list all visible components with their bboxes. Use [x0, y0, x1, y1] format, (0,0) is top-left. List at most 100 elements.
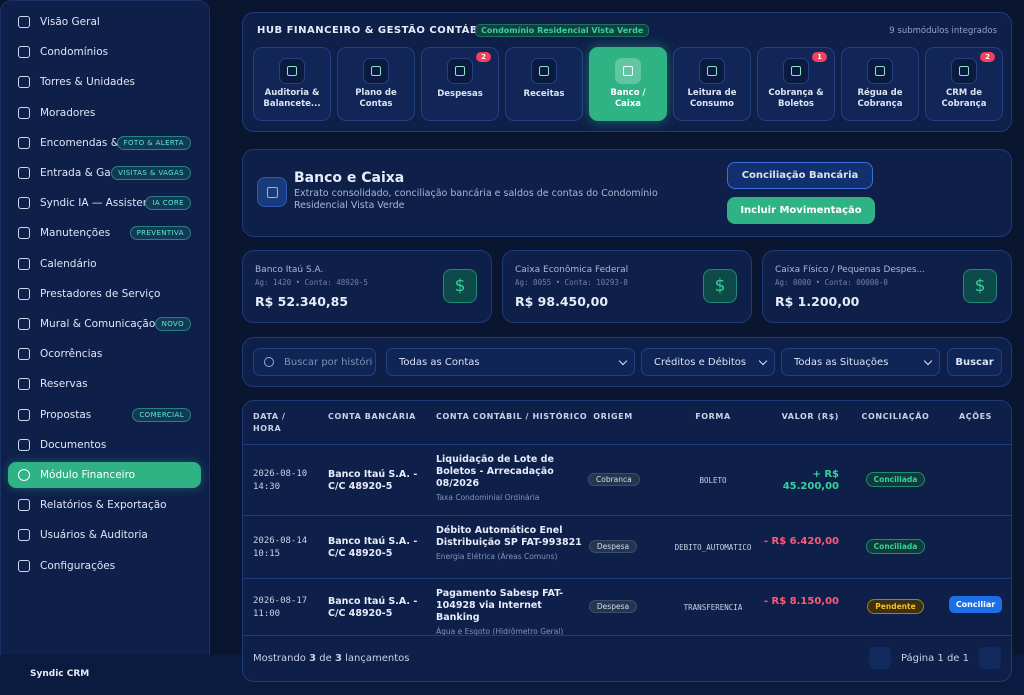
nav-icon: [18, 408, 30, 421]
search-button[interactable]: Buscar: [947, 348, 1002, 376]
module-label: Cobrança & Boletos: [768, 88, 824, 109]
icon-glyph: [455, 66, 465, 76]
nav-icon: [18, 469, 30, 481]
nav-icon: [18, 318, 30, 330]
module-tab[interactable]: Plano de Contas: [337, 47, 415, 121]
nav-item[interactable]: Documentos: [8, 432, 201, 458]
row-origin: Cobranca: [588, 472, 640, 486]
nav-icon: [18, 499, 30, 512]
row-account: Banco Itaú S.A. - C/C 48920-5: [328, 468, 418, 492]
page-header: Banco e Caixa Extrato consolidado, concil…: [242, 149, 1012, 237]
table-row: 2026-08-10 14:30 Banco Itaú S.A. - C/C 48…: [243, 444, 1011, 515]
nav-item[interactable]: Condomínios: [8, 39, 201, 65]
nav-item[interactable]: Visão Geral: [8, 9, 201, 35]
status-cell: Conciliada: [848, 538, 943, 554]
row-date: 2026-08-14 10:15: [253, 535, 308, 559]
nav-item[interactable]: Mural & Comunicação NOVO: [8, 311, 201, 337]
page-description: Extrato consolidado, conciliação bancári…: [294, 188, 658, 211]
filter-select[interactable]: Todas as Situações: [781, 348, 940, 376]
module-tab[interactable]: Banco / Caixa: [589, 47, 667, 121]
next-page[interactable]: [979, 647, 1001, 669]
nav-item[interactable]: Prestadores de Serviço: [8, 281, 201, 307]
nav-item[interactable]: Manutenções PREVENTIVA: [8, 220, 201, 246]
nav-item[interactable]: Propostas COMERCIAL: [8, 402, 201, 428]
nav-item[interactable]: Encomendas &... FOTO & ALERTA: [8, 130, 201, 156]
nav-item[interactable]: Reservas: [8, 371, 201, 397]
nav-icon: [18, 287, 30, 300]
filter-select[interactable]: Todas as Contas: [386, 348, 635, 376]
nav-badge: NOVO: [154, 317, 191, 331]
module-tab[interactable]: Cobrança & Boletos 1: [757, 47, 835, 121]
column-header: ORIGEM: [593, 412, 633, 421]
module-tab[interactable]: Régua de Cobrança: [841, 47, 919, 121]
nav-badge: FOTO & ALERTA: [116, 135, 191, 150]
module-tab[interactable]: CRM de Cobrança 2: [925, 47, 1003, 121]
module-tab[interactable]: Leitura de Consumo: [673, 47, 751, 121]
row-history: Débito Automático Enel Distribuição SP F…: [436, 525, 586, 563]
row-method: TRANSFERENCIA: [683, 602, 743, 612]
module-icon: [447, 58, 473, 84]
row-origin: Despesa: [588, 539, 638, 553]
add-entry-button[interactable]: Incluir Movimentação: [727, 197, 875, 224]
account-balance: R$ 52.340,85: [255, 294, 349, 309]
hub-tag: Condomínio Residencial Vista Verde: [475, 24, 650, 37]
nav-item[interactable]: Syndic IA — Assistente IA CORE: [8, 190, 201, 216]
prev-page[interactable]: [868, 647, 891, 669]
account-meta: Ag: 0000 • Conta: 00000-0: [775, 278, 888, 287]
nav-label: Configurações: [40, 559, 116, 572]
nav-icon: [18, 559, 30, 572]
row-history: Pagamento Sabesp FAT-104928 via Internet…: [436, 588, 586, 638]
column-header: CONTA BANCÁRIA: [328, 412, 416, 421]
row-date: 2026-08-10 14:30: [253, 468, 308, 492]
table-footer: Mostrando 3 de 3 lançamentos Página 1 de …: [243, 635, 1011, 681]
filter-bar: Buscar por históri Todas as Contas Crédito…: [242, 337, 1012, 387]
reconcile-button[interactable]: Conciliação Bancária: [727, 162, 873, 189]
search-input[interactable]: Buscar por históri: [253, 348, 376, 376]
nav-label: Moradores: [40, 106, 96, 119]
nav-item[interactable]: Torres & Unidades: [8, 69, 201, 95]
icon-glyph: [623, 66, 633, 76]
module-tab[interactable]: Despesas 2: [421, 47, 499, 121]
table-row: 2026-08-17 11:00 Banco Itaú S.A. - C/C 48…: [243, 578, 1011, 638]
nav-item[interactable]: Usuários & Auditoria: [8, 522, 201, 548]
table-row: 2026-08-14 10:15 Banco Itaú S.A. - C/C 48…: [243, 515, 1011, 578]
nav-item[interactable]: Moradores: [8, 100, 201, 126]
hub-count: 9 submódulos integrados: [889, 26, 997, 36]
row-value: - R$ 6.420,00: [763, 535, 839, 547]
nav-icon: [18, 529, 30, 542]
select-caret: [923, 356, 933, 366]
result-count: Mostrando 3 de 3 lançamentos: [253, 653, 409, 664]
row-value: + R$ 45.200,00: [782, 468, 839, 492]
row-status: Pendente: [867, 598, 924, 614]
reconcile-row-button[interactable]: Conciliar: [948, 595, 1003, 613]
select-value: Todas as Contas: [399, 356, 480, 368]
icon-glyph: [791, 66, 801, 76]
module-label: Despesas: [437, 89, 483, 99]
nav-item[interactable]: Entrada & Gar... VISITAS & VAGAS: [8, 160, 201, 186]
nav-label: Visão Geral: [40, 16, 100, 28]
pagination: Página 1 de 1: [868, 646, 1001, 670]
select-caret: [618, 356, 628, 366]
module-tab[interactable]: Receitas: [505, 47, 583, 121]
module-icon: [615, 58, 641, 84]
nav-label: Documentos: [40, 438, 107, 451]
filter-select[interactable]: Créditos e Débitos: [641, 348, 775, 376]
module-badge: 2: [476, 52, 491, 62]
nav-icon: [18, 106, 30, 119]
account-card: Banco Itaú S.A. Ag: 1420 • Conta: 48920-5…: [242, 250, 492, 323]
nav-item[interactable]: Módulo Financeiro: [8, 462, 201, 488]
nav-item[interactable]: Ocorrências: [8, 341, 201, 367]
nav-item[interactable]: Configurações: [8, 553, 201, 579]
icon-glyph: [267, 187, 278, 198]
count-text: lançamentos: [345, 653, 410, 664]
nav-item[interactable]: Relatórios & Exportação: [8, 492, 201, 518]
account-balance: R$ 98.450,00: [515, 294, 609, 309]
hub-title: HUB FINANCEIRO & GESTÃO CONTÁBIL: [257, 25, 490, 36]
column-header: DATA / HORA: [253, 412, 286, 433]
nav-icon: [18, 136, 30, 149]
nav-item[interactable]: Calendário: [8, 251, 201, 277]
nav-label: Reservas: [40, 378, 88, 391]
nav-icon: [18, 76, 30, 89]
nav-label: Manutenções: [40, 227, 111, 240]
module-tab[interactable]: Auditoria & Balancete...: [253, 47, 331, 121]
